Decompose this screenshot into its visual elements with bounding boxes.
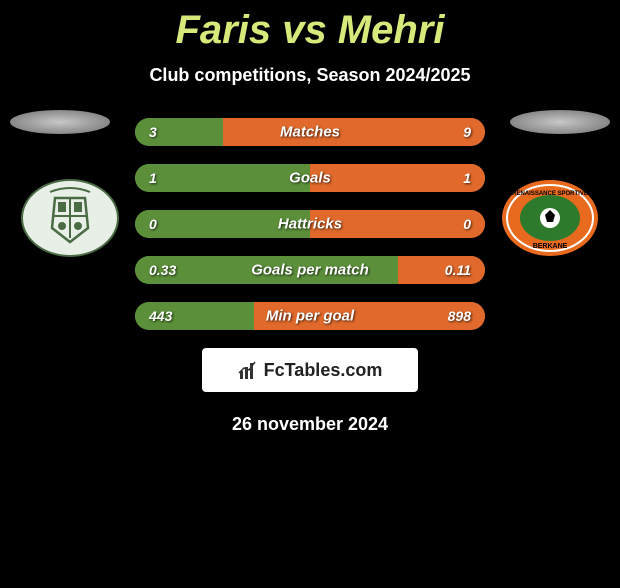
svg-text:RENAISSANCE SPORTIVE: RENAISSANCE SPORTIVE	[512, 191, 588, 197]
stat-label: Goals	[135, 170, 485, 187]
stat-row: 00Hattricks	[135, 210, 485, 238]
svg-text:BERKANE: BERKANE	[533, 243, 568, 250]
club-badge-right: RENAISSANCE SPORTIVE BERKANE	[500, 178, 600, 258]
stat-label: Goals per match	[135, 262, 485, 279]
stat-row: 0.330.11Goals per match	[135, 256, 485, 284]
club-badge-left	[20, 178, 120, 258]
stat-row: 11Goals	[135, 164, 485, 192]
shield-icon: RENAISSANCE SPORTIVE BERKANE	[500, 178, 600, 258]
stat-row: 39Matches	[135, 118, 485, 146]
player-silhouette-right	[510, 110, 610, 134]
stat-label: Matches	[135, 124, 485, 141]
stat-label: Min per goal	[135, 308, 485, 325]
brand-logo: FcTables.com	[238, 359, 383, 381]
stat-label: Hattricks	[135, 216, 485, 233]
stat-row: 443898Min per goal	[135, 302, 485, 330]
page-title: Faris vs Mehri	[0, 8, 620, 53]
chart-icon	[238, 359, 260, 381]
brand-text: FcTables.com	[264, 360, 383, 381]
date-line: 26 november 2024	[0, 414, 620, 435]
stats-area: RENAISSANCE SPORTIVE BERKANE 39Matches 11…	[0, 118, 620, 330]
comparison-card: Faris vs Mehri Club competitions, Season…	[0, 8, 620, 435]
brand-box: FcTables.com	[202, 348, 418, 392]
subtitle: Club competitions, Season 2024/2025	[0, 65, 620, 86]
shield-icon	[20, 178, 120, 258]
stat-rows: 39Matches 11Goals 00Hattricks 0.330.11Goals…	[135, 118, 485, 330]
player-silhouette-left	[10, 110, 110, 134]
